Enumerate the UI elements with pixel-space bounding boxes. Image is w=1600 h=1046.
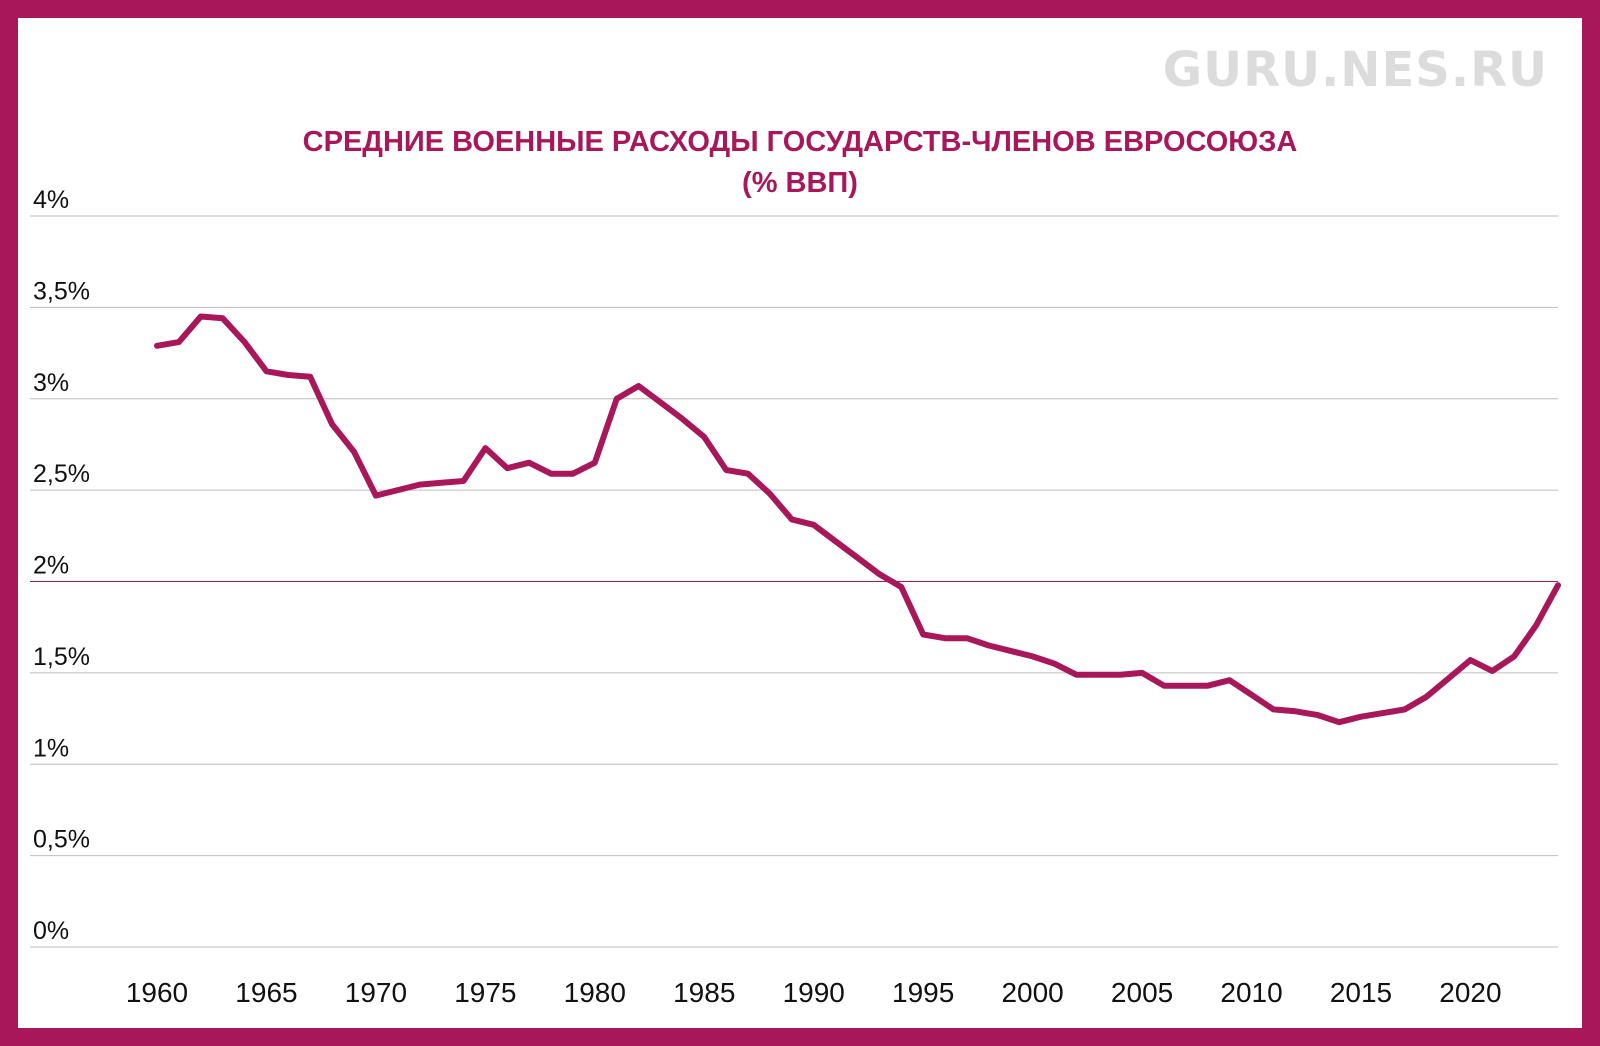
y-tick-label: 0% <box>33 917 69 945</box>
y-tick-label: 4% <box>33 186 69 214</box>
y-tick-label: 3% <box>33 369 69 397</box>
x-axis-ticks: 1960 1965 1970 1975 1980 1985 1990 1995 2000 2005… <box>126 977 1502 1008</box>
grid-lines <box>30 215 1558 948</box>
x-tick-label: 2015 <box>1330 977 1392 1008</box>
series-group <box>154 313 1561 726</box>
x-tick-label: 1990 <box>783 977 845 1008</box>
x-tick-label: 1975 <box>454 977 516 1008</box>
y-tick-label: 2% <box>33 552 69 580</box>
y-tick-label: 3,5% <box>33 277 90 305</box>
y-tick-label: 1,5% <box>33 643 90 671</box>
x-tick-label: 2010 <box>1220 977 1282 1008</box>
y-tick-label: 2,5% <box>33 460 90 488</box>
x-tick-label: 1985 <box>673 977 735 1008</box>
x-tick-label: 1970 <box>345 977 407 1008</box>
x-tick-label: 1960 <box>126 977 188 1008</box>
y-tick-label: 0,5% <box>33 826 90 854</box>
series-line <box>154 313 1561 726</box>
chart-title: СРЕДНИЕ ВОЕННЫЕ РАСХОДЫ ГОСУДАРСТВ-ЧЛЕНО… <box>302 126 1298 158</box>
y-tick-label: 1% <box>33 734 69 762</box>
x-tick-label: 2020 <box>1439 977 1501 1008</box>
x-tick-label: 1965 <box>235 977 297 1008</box>
x-tick-label: 2005 <box>1111 977 1173 1008</box>
x-tick-label: 2000 <box>1001 977 1063 1008</box>
chart-subtitle: (% ВВП) <box>742 167 858 199</box>
y-axis-ticks: 0% 0,5% 1% 1,5% 2% 2,5% 3% 3,5% 4% <box>33 186 90 945</box>
x-tick-label: 1980 <box>564 977 626 1008</box>
watermark: GURU.NES.RU <box>1162 42 1548 98</box>
x-tick-label: 1995 <box>892 977 954 1008</box>
